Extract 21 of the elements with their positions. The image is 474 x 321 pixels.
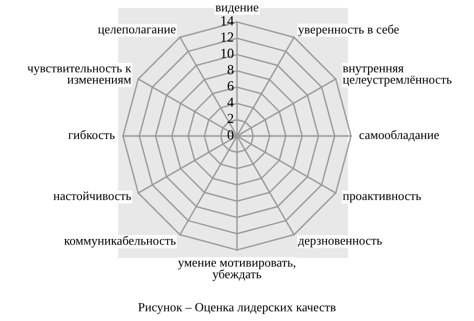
y-tick-label: 12 bbox=[221, 32, 234, 42]
y-tick-label: 10 bbox=[221, 48, 234, 58]
spoke-label: самообладание bbox=[359, 130, 439, 142]
spoke-label: видение bbox=[216, 5, 258, 14]
y-tick-label: 6 bbox=[228, 81, 234, 91]
spoke-label: умение мотивировать, убеждать bbox=[178, 260, 296, 281]
text: Рисунок – Оценка лидерских качеств bbox=[138, 303, 336, 314]
spoke-label: дерзновенность bbox=[298, 238, 382, 248]
y-tick-label: 14 bbox=[221, 16, 234, 26]
y-tick-label: 0 bbox=[228, 130, 234, 140]
spoke-label: целеполагание bbox=[98, 27, 176, 36]
spoke-label: гибкость bbox=[68, 130, 115, 140]
y-tick-label: 8 bbox=[228, 64, 234, 74]
spoke-label: уверенность в себе bbox=[298, 24, 399, 36]
y-tick-label: 4 bbox=[227, 98, 234, 107]
y-tick-label: 2 bbox=[228, 114, 234, 124]
spoke-label: внутренняя целеустремлённость bbox=[342, 66, 452, 86]
spoke-label: проактивность bbox=[342, 194, 421, 203]
spoke-label: чувствительность к изменениям bbox=[27, 66, 132, 84]
spoke-label: коммуникабельность bbox=[64, 236, 176, 248]
spoke-label: настойчивость bbox=[53, 191, 131, 200]
